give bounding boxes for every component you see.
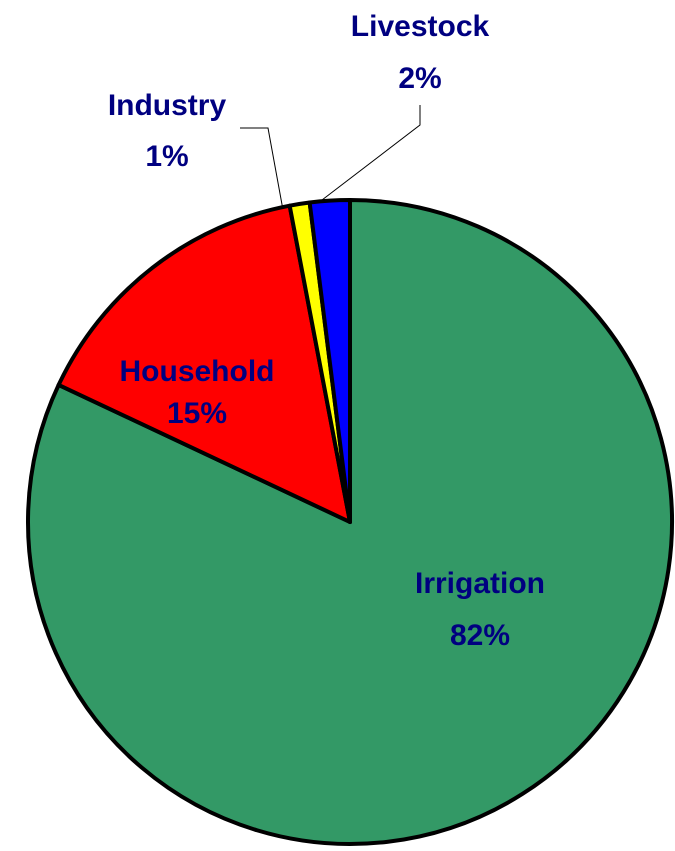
leader-line	[321, 105, 421, 201]
slice-label: Livestock	[351, 10, 490, 43]
slice-label: Household	[120, 355, 275, 388]
leader-line	[240, 127, 284, 211]
value-label: 82%	[450, 619, 510, 652]
value-label: 2%	[398, 62, 441, 95]
value-label: 15%	[167, 397, 227, 430]
slice-label: Industry	[108, 89, 227, 122]
pie-slice	[307, 198, 352, 524]
value-label: 1%	[145, 140, 188, 173]
slice-label: Irrigation	[415, 567, 545, 600]
pie-slice	[56, 203, 352, 524]
